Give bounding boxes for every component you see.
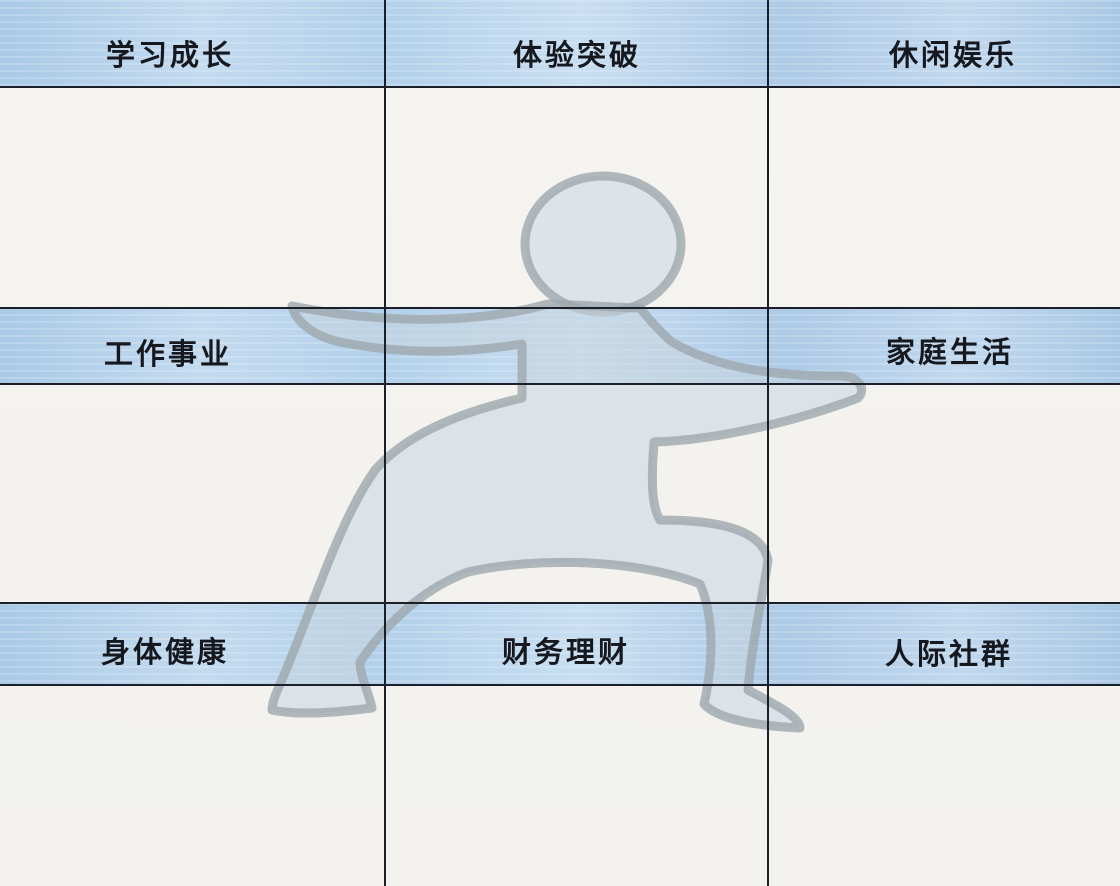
label-body-health: 身体健康 — [100, 635, 229, 669]
label-leisure-entertainment: 休闲娱乐 — [888, 38, 1017, 72]
grid-line-horizontal — [0, 307, 1120, 309]
header-band-top — [0, 0, 1120, 86]
grid-line-vertical — [384, 0, 386, 886]
label-study-growth: 学习成长 — [105, 38, 234, 72]
label-work-career: 工作事业 — [103, 337, 232, 371]
label-finance: 财务理财 — [501, 635, 630, 669]
grid-line-horizontal — [0, 684, 1120, 686]
grid-line-horizontal — [0, 602, 1120, 604]
figure-head — [520, 171, 686, 317]
grid-line-horizontal — [0, 383, 1120, 385]
grid-line-vertical — [767, 0, 769, 886]
label-social-network: 人际社群 — [884, 637, 1013, 671]
label-family-life: 家庭生活 — [885, 335, 1014, 369]
grid-line-horizontal — [0, 86, 1120, 88]
label-experience-breakthrough: 体验突破 — [512, 38, 641, 72]
